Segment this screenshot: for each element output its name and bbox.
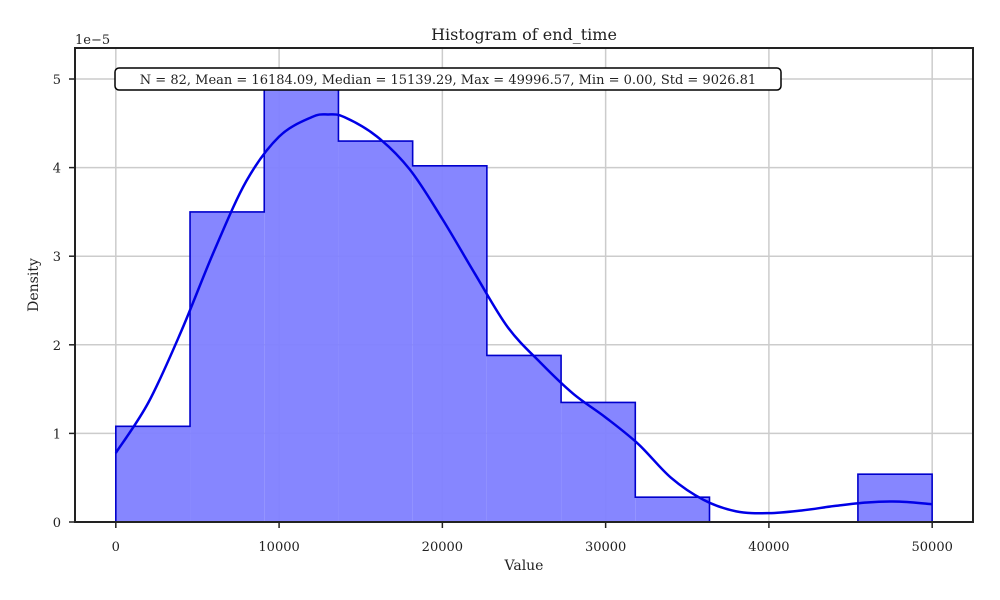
histogram-bar xyxy=(412,165,487,522)
histogram-bar xyxy=(115,426,191,522)
histogram-bar xyxy=(857,474,933,522)
y-tick-label: 0 xyxy=(53,516,61,531)
x-axis-label: Value xyxy=(504,558,544,574)
chart-title: Histogram of end_time xyxy=(431,25,617,44)
kde-curve xyxy=(114,113,933,515)
histogram-bar xyxy=(338,141,413,523)
x-tick-label: 0 xyxy=(112,540,120,555)
axes-frame xyxy=(74,47,974,523)
histogram-bar xyxy=(561,402,636,522)
ticks-layer: 0 10000 20000 30000 40000 50000 0 1 2 3 4 5 xyxy=(53,73,953,555)
histogram-bar xyxy=(264,87,339,523)
x-tick-label: 30000 xyxy=(585,540,626,555)
y-tick-label: 3 xyxy=(53,250,61,265)
stats-text: N = 82, Mean = 16184.09, Median = 15139.… xyxy=(140,73,756,88)
kde-layer xyxy=(114,113,933,515)
y-tick-label: 4 xyxy=(53,162,61,177)
histogram-bar xyxy=(190,211,265,522)
histogram-bar xyxy=(635,497,710,522)
y-tick-label: 2 xyxy=(53,339,61,354)
x-tick-label: 10000 xyxy=(258,540,299,555)
x-tick-label: 20000 xyxy=(422,540,463,555)
x-tick-label: 40000 xyxy=(748,540,789,555)
histogram-bar xyxy=(486,355,562,522)
stats-box: N = 82, Mean = 16184.09, Median = 15139.… xyxy=(114,67,782,91)
y-axis-label: Density xyxy=(26,258,42,312)
stats-box-frame xyxy=(114,67,782,91)
bars-layer xyxy=(115,87,933,523)
y-tick-label: 1 xyxy=(53,427,61,442)
x-tick-label: 50000 xyxy=(912,540,953,555)
y-multiplier-label: 1e−5 xyxy=(75,33,110,48)
y-tick-label: 5 xyxy=(53,73,61,88)
axes-layer xyxy=(74,47,974,523)
